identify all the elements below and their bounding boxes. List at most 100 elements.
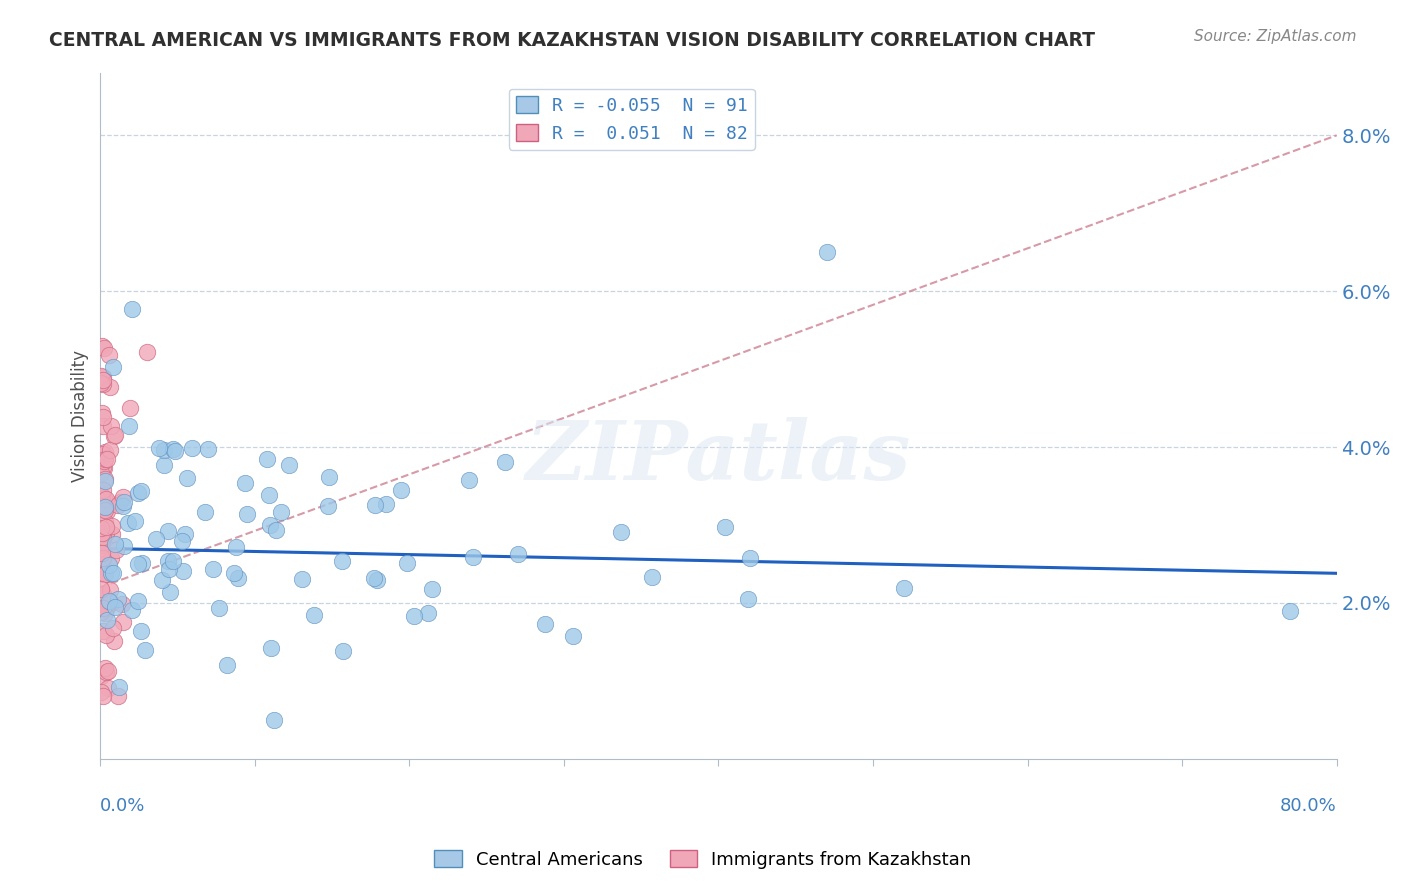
Point (101, 519, 124, 533)
Point (90, 582, 112, 596)
Point (494, 455, 516, 469)
Point (226, 570, 249, 584)
Point (98, 558, 121, 573)
Point (90, 669, 112, 683)
Point (111, 598, 134, 612)
Point (90, 538, 112, 552)
Point (90, 406, 112, 420)
Point (91, 587, 114, 601)
Point (815, 245, 838, 260)
Point (534, 616, 557, 631)
Point (159, 562, 181, 576)
Point (90, 605, 112, 619)
Point (131, 557, 153, 571)
Point (98, 347, 121, 361)
Point (256, 452, 278, 467)
Point (107, 498, 129, 512)
Point (145, 532, 167, 546)
Point (96, 526, 118, 541)
Point (96, 500, 118, 515)
Point (129, 484, 152, 499)
Point (318, 469, 340, 483)
Point (107, 690, 129, 704)
Point (363, 571, 385, 585)
Point (94, 661, 117, 675)
Point (90, 466, 112, 480)
Point (259, 487, 281, 501)
Point (108, 495, 131, 509)
Point (174, 527, 197, 541)
Point (163, 443, 186, 458)
Point (94, 665, 117, 680)
Point (172, 565, 194, 579)
Point (153, 458, 176, 472)
Point (156, 524, 179, 538)
Y-axis label: Vision Disability: Vision Disability (72, 350, 89, 482)
Point (93, 606, 115, 620)
Point (121, 302, 143, 317)
Point (94, 445, 117, 459)
Point (402, 608, 425, 623)
Point (641, 570, 664, 584)
Point (150, 574, 173, 588)
Point (103, 634, 125, 648)
Point (117, 418, 139, 433)
Point (366, 573, 388, 587)
Point (94, 566, 117, 581)
Point (124, 514, 146, 528)
Point (96, 504, 118, 518)
Point (103, 622, 125, 636)
Point (225, 541, 247, 555)
Point (224, 566, 246, 581)
Point (91, 545, 114, 559)
Point (332, 554, 354, 568)
Point (107, 592, 129, 607)
Point (420, 582, 443, 597)
Point (114, 540, 136, 554)
Point (93, 566, 115, 581)
Point (90, 557, 112, 571)
Point (562, 628, 585, 642)
Point (395, 556, 418, 570)
Point (90, 339, 112, 353)
Point (121, 603, 143, 617)
Point (172, 533, 194, 548)
Point (97, 594, 120, 608)
Point (93, 503, 115, 517)
Point (389, 483, 412, 497)
Point (104, 428, 127, 442)
Point (259, 517, 281, 532)
Point (104, 537, 127, 551)
Point (235, 476, 257, 491)
Point (127, 557, 149, 571)
Point (194, 505, 217, 519)
Text: CENTRAL AMERICAN VS IMMIGRANTS FROM KAZAKHSTAN VISION DISABILITY CORRELATION CHA: CENTRAL AMERICAN VS IMMIGRANTS FROM KAZA… (49, 31, 1095, 50)
Point (208, 601, 231, 615)
Point (90, 376, 112, 390)
Point (159, 585, 181, 599)
Point (609, 525, 631, 540)
Point (148, 442, 170, 456)
Point (94, 515, 117, 529)
Point (180, 441, 202, 455)
Point (90, 369, 112, 384)
Point (118, 401, 141, 415)
Point (93, 483, 115, 497)
Point (91, 372, 114, 386)
Point (112, 495, 135, 509)
Point (90, 685, 112, 699)
Point (94, 500, 117, 515)
Text: 80.0%: 80.0% (1279, 797, 1337, 814)
Point (93, 690, 115, 704)
Point (463, 549, 485, 564)
Legend: Central Americans, Immigrants from Kazakhstan: Central Americans, Immigrants from Kazak… (427, 843, 979, 876)
Point (127, 486, 149, 500)
Point (135, 345, 157, 359)
Point (91, 447, 114, 461)
Point (131, 624, 153, 639)
Point (291, 572, 314, 586)
Point (93, 531, 115, 545)
Point (506, 547, 529, 561)
Point (98, 443, 121, 458)
Point (134, 643, 156, 657)
